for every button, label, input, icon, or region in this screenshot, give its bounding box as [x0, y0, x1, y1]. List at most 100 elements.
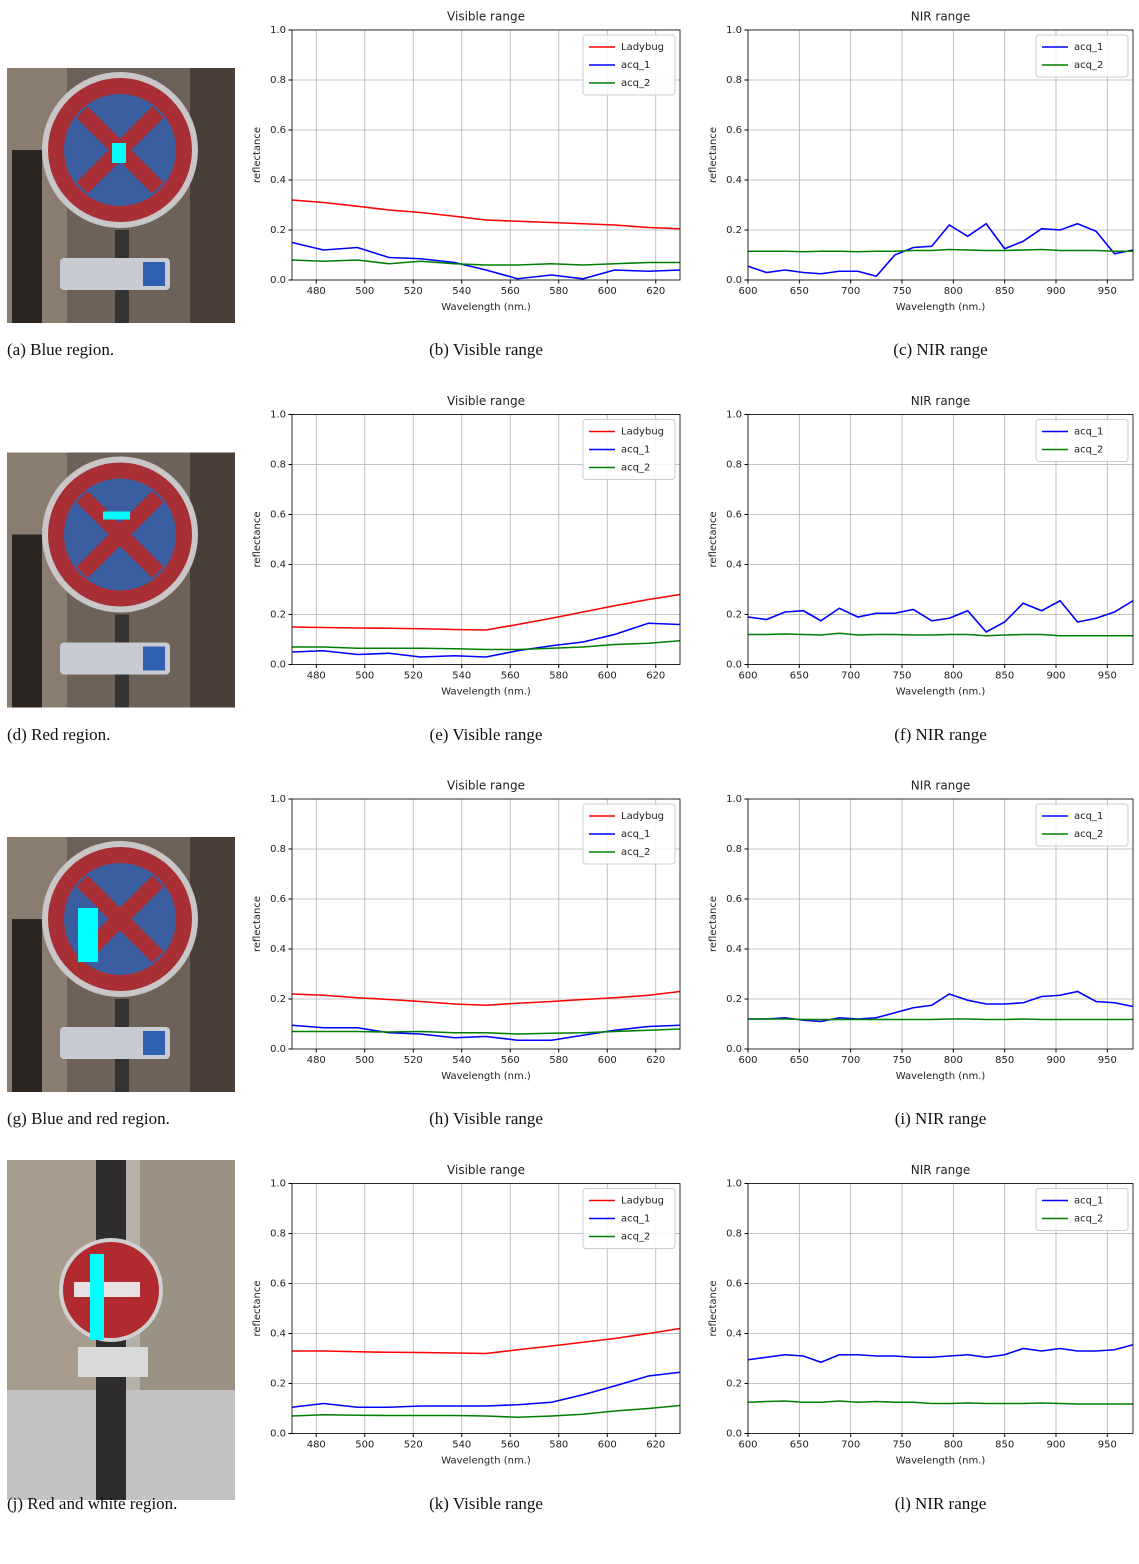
x-tick-label: 650 [790, 1055, 809, 1066]
chart-title: NIR range [911, 394, 971, 408]
y-tick-label: 0.0 [270, 660, 286, 671]
y-tick-label: 0.0 [726, 275, 742, 286]
x-tick-label: 540 [452, 671, 471, 682]
y-axis-label: reflectance [708, 511, 719, 567]
axes-frame [747, 1183, 1134, 1434]
x-tick-label: 600 [738, 1440, 757, 1451]
caption: (b) Visible range [429, 340, 543, 359]
x-tick-label: 520 [404, 286, 423, 297]
legend-label: acq_2 [621, 463, 650, 474]
chart-title: Visible range [447, 779, 525, 793]
chart: 480 500 520 540 560 580 600 620 0.0 0.2 0.4 0.6 0.8 1… [252, 1163, 681, 1467]
caption: (g) Blue and red region. [7, 1109, 170, 1128]
y-tick-label: 0.2 [270, 610, 286, 621]
series-line [747, 1343, 1134, 1364]
x-tick-label: 580 [549, 1440, 568, 1451]
x-tick-label: 800 [944, 1440, 963, 1451]
y-tick-label: 0.6 [270, 125, 286, 136]
x-tick-label: 950 [1098, 671, 1117, 682]
x-tick-label: 800 [944, 286, 963, 297]
y-axis-label: reflectance [252, 511, 263, 567]
series-line [291, 259, 680, 266]
x-tick-label: 600 [598, 1440, 617, 1451]
series-line [292, 639, 681, 651]
x-tick-label: 700 [841, 1440, 860, 1451]
y-tick-label: 1.0 [726, 410, 742, 421]
y-axis-label: reflectance [252, 1280, 263, 1336]
y-axis-label: reflectance [708, 896, 719, 952]
legend-label: acq_1 [1074, 427, 1103, 438]
series-line [291, 990, 681, 1007]
photo-j [7, 1160, 235, 1500]
y-tick-label: 1.0 [270, 25, 286, 36]
x-tick-label: 560 [501, 671, 520, 682]
x-tick-label: 480 [307, 286, 326, 297]
chart: 600 650 700 750 800 850 900 950 0.0 0.2 0.4 0.6 0.8 1… [708, 394, 1134, 698]
x-tick-label: 950 [1098, 286, 1117, 297]
chart: 600 650 700 750 800 850 900 950 0.0 0.2 0.4 0.6 0.8 1… [708, 10, 1134, 313]
photo-d [7, 453, 235, 708]
y-tick-label: 1.0 [726, 25, 742, 36]
y-tick-label: 0.6 [726, 1279, 742, 1290]
x-tick-label: 560 [501, 286, 520, 297]
legend-label: acq_1 [621, 445, 650, 456]
caption: (a) Blue region. [7, 340, 115, 359]
series-line [747, 599, 1134, 634]
axes-frame [291, 798, 681, 1050]
caption: (h) Visible range [429, 1109, 543, 1128]
y-tick-label: 0.6 [726, 894, 742, 905]
photo-g [7, 837, 235, 1092]
x-tick-label: 750 [892, 286, 911, 297]
x-tick-label: 600 [738, 286, 757, 297]
y-tick-label: 0.0 [270, 1429, 286, 1440]
y-tick-label: 0.0 [270, 275, 286, 286]
x-tick-label: 600 [598, 286, 617, 297]
x-tick-label: 480 [307, 671, 326, 682]
x-axis-label: Wavelength (nm.) [896, 1071, 986, 1082]
legend-box [1035, 803, 1129, 847]
series-line [291, 622, 681, 658]
legend-box [582, 1188, 676, 1249]
x-axis-label: Wavelength (nm.) [441, 302, 531, 313]
y-tick-label: 0.6 [726, 510, 742, 521]
y-tick-label: 0.2 [726, 994, 742, 1005]
legend-label: acq_1 [1074, 811, 1103, 822]
chart-title: NIR range [911, 1163, 971, 1177]
x-tick-label: 850 [995, 1440, 1014, 1451]
chart: 480 500 520 540 560 580 600 620 0.0 0.2 0.4 0.6 0.8 1… [252, 779, 681, 1082]
x-tick-label: 850 [995, 1055, 1014, 1066]
x-tick-label: 520 [404, 1055, 423, 1066]
axes-frame [747, 414, 1134, 665]
x-tick-label: 750 [892, 1440, 911, 1451]
y-tick-label: 0.4 [270, 944, 286, 955]
x-tick-label: 900 [1046, 1440, 1065, 1451]
x-tick-label: 580 [549, 286, 568, 297]
legend-label: acq_2 [1074, 445, 1103, 456]
x-tick-label: 540 [452, 286, 471, 297]
y-axis-label: reflectance [708, 1280, 719, 1336]
x-tick-label: 540 [452, 1440, 471, 1451]
y-tick-label: 0.8 [726, 460, 742, 471]
y-tick-label: 0.2 [726, 1379, 742, 1390]
y-axis-label: reflectance [252, 127, 263, 183]
axes-frame [747, 798, 1134, 1050]
x-tick-label: 650 [790, 671, 809, 682]
y-tick-label: 0.8 [726, 1229, 742, 1240]
y-tick-label: 0.4 [270, 175, 286, 186]
legend-label: acq_2 [621, 78, 650, 89]
y-tick-label: 0.4 [726, 560, 742, 571]
x-tick-label: 580 [549, 1055, 568, 1066]
x-tick-label: 480 [307, 1055, 326, 1066]
x-tick-label: 600 [598, 1055, 617, 1066]
series-line [747, 222, 1134, 278]
x-tick-label: 650 [790, 286, 809, 297]
y-tick-label: 0.8 [270, 75, 286, 86]
x-tick-label: 600 [598, 671, 617, 682]
x-axis-label: Wavelength (nm.) [441, 1456, 531, 1467]
series-line [291, 199, 681, 230]
legend-label: acq_1 [621, 829, 650, 840]
axes-frame [291, 1183, 681, 1434]
legend-label: acq_1 [621, 60, 650, 71]
legend-label: Ladybug [621, 1196, 664, 1207]
caption: (c) NIR range [893, 340, 988, 359]
